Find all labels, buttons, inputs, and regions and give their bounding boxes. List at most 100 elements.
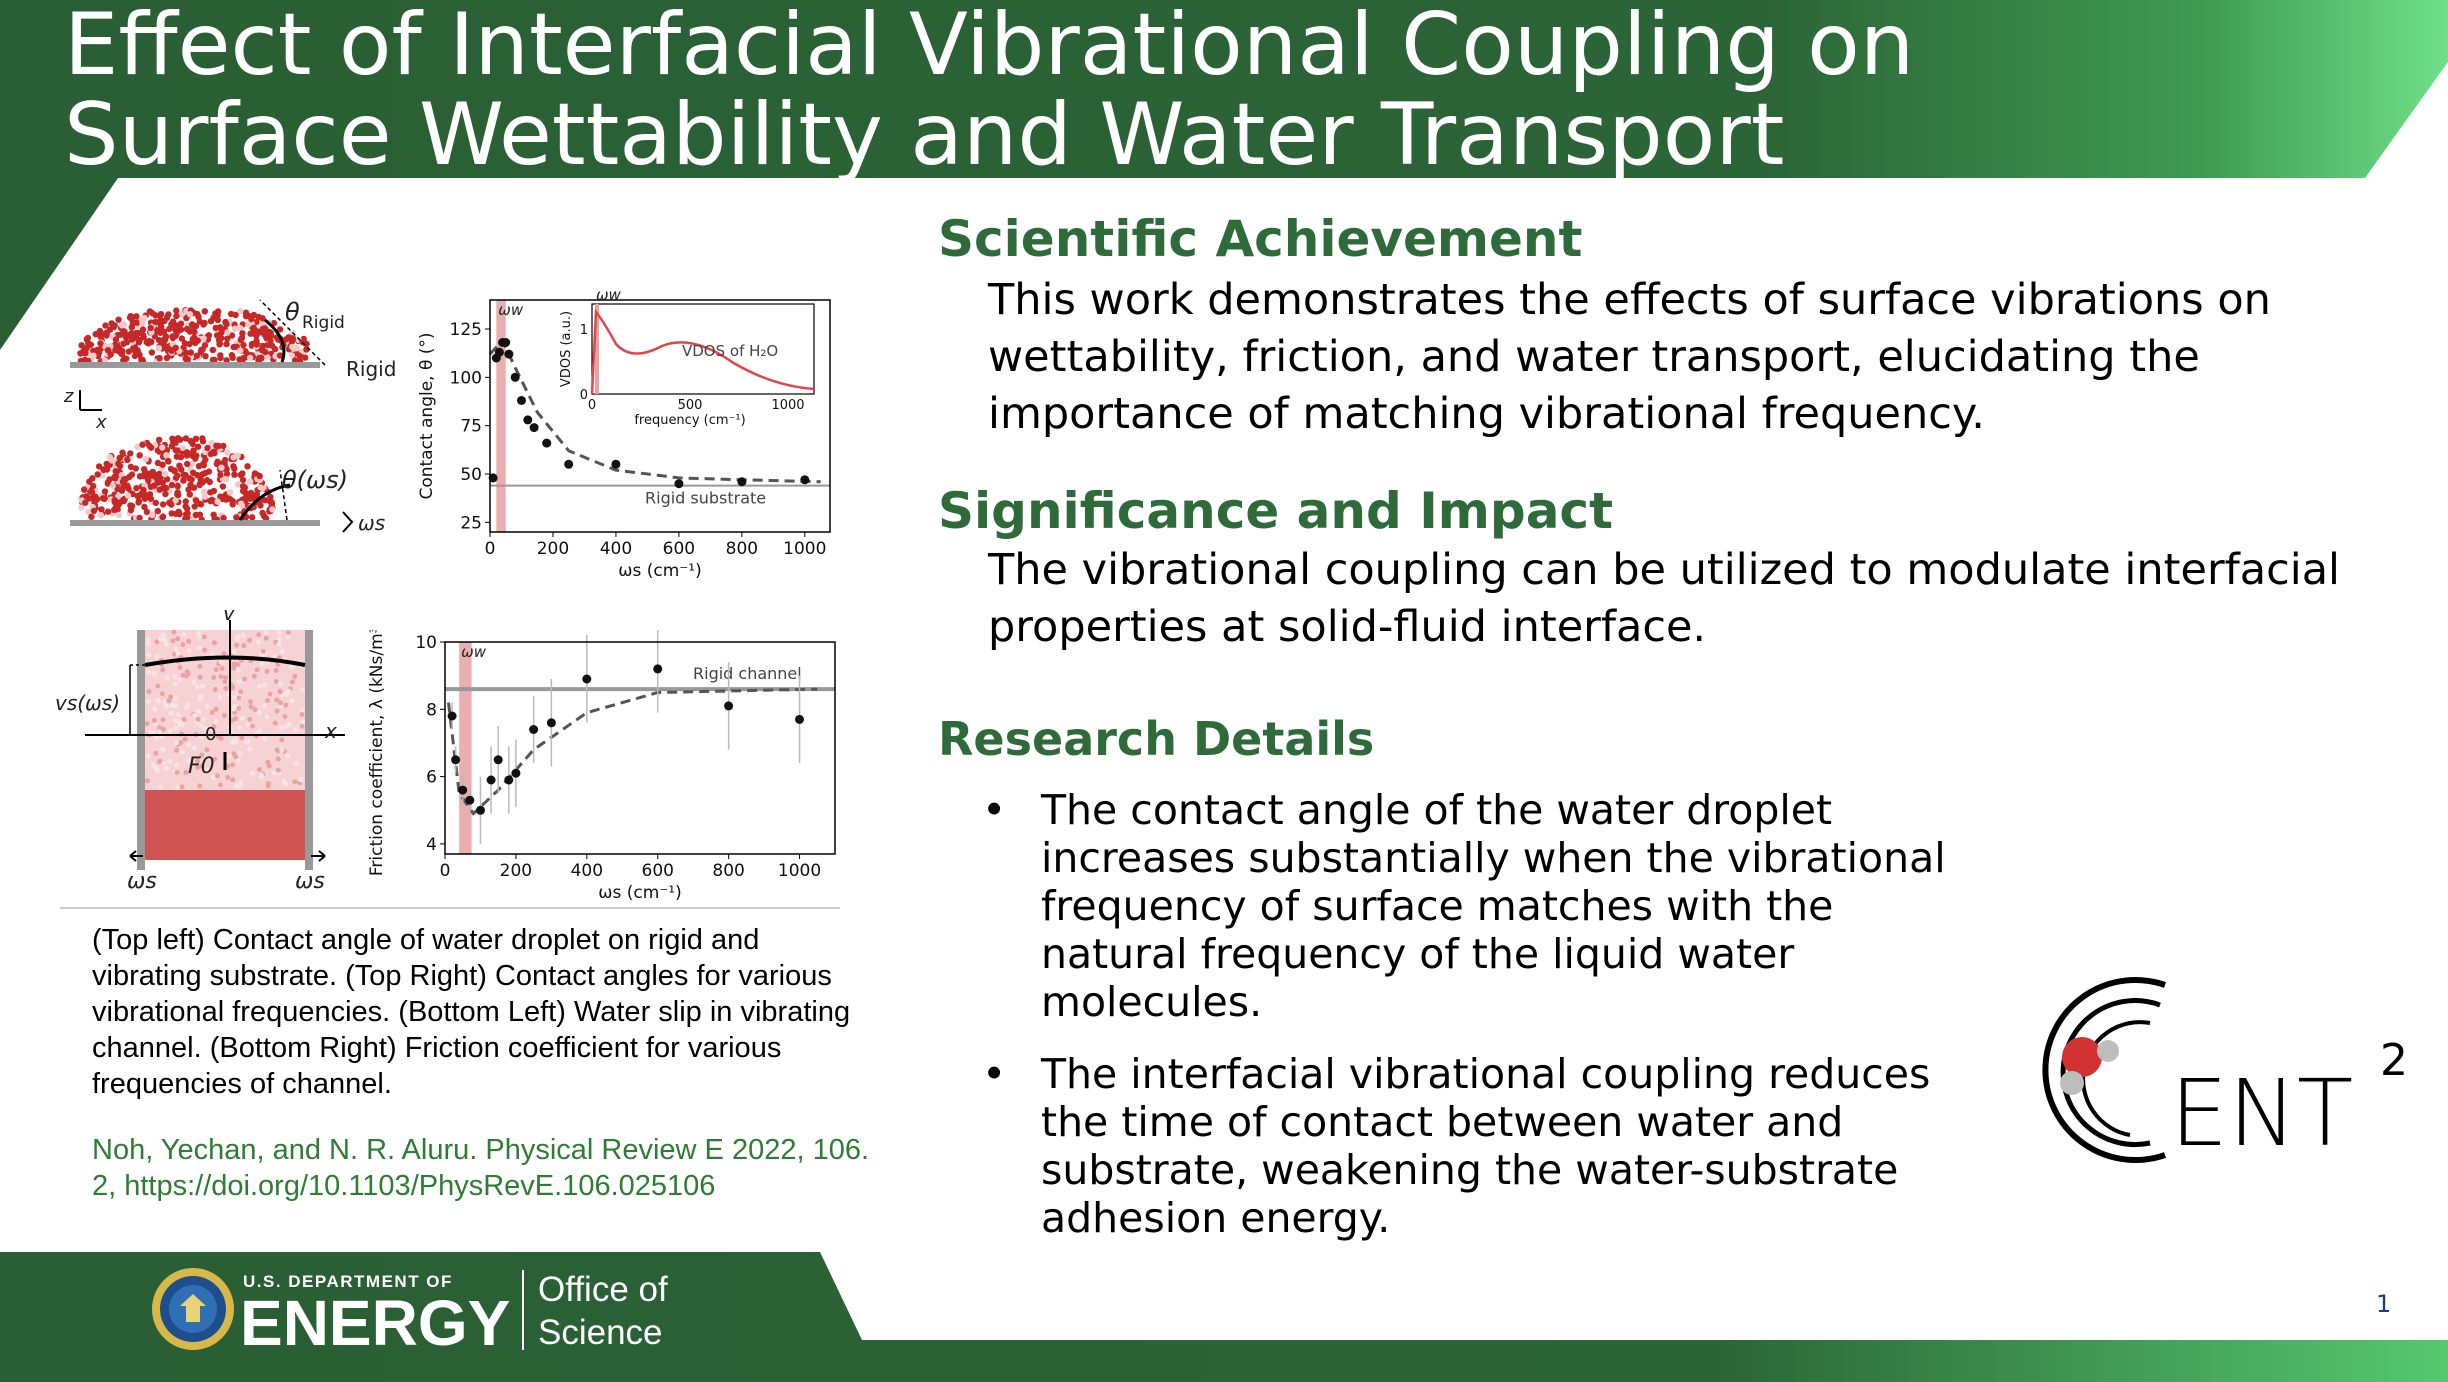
x-axis-label: x bbox=[95, 412, 107, 433]
data-point bbox=[611, 459, 621, 469]
band-label: ωw bbox=[498, 301, 524, 319]
rigid-label: Rigid bbox=[346, 357, 396, 381]
theta-rigid-label: θ bbox=[285, 298, 300, 326]
omega-s-left: ωs bbox=[127, 869, 157, 894]
doe-energy-text: ENERGY bbox=[240, 1287, 511, 1359]
x-tick-label: 400 bbox=[600, 539, 632, 559]
data-point bbox=[582, 674, 592, 684]
inset-vdos-curve bbox=[590, 308, 815, 395]
y-tick-label: 125 bbox=[450, 320, 482, 340]
channel-water bbox=[144, 629, 306, 790]
data-point bbox=[493, 755, 503, 765]
vs-label: vs(ωs) bbox=[55, 691, 120, 715]
x-tick-label: 1000 bbox=[778, 861, 821, 881]
data-point bbox=[529, 725, 539, 734]
friction-chart: Rigid channel ωw 0 200 400 600 800 1000 4 6 8 10 ωs … bbox=[367, 630, 836, 903]
fit-curve bbox=[488, 337, 821, 484]
page-title: Effect of Interfacial Vibrational Coupli… bbox=[64, 0, 1915, 185]
inset-x-tick-label: 1000 bbox=[771, 398, 804, 413]
x-tick-label: 600 bbox=[663, 539, 695, 559]
data-point bbox=[511, 768, 521, 778]
office-of-science-text: Office of Science bbox=[538, 1270, 668, 1352]
details-bullet: • The interfacial vibrational coupling re… bbox=[982, 1050, 1931, 1242]
f0-label: F0 bbox=[188, 754, 215, 779]
y-tick-label: 25 bbox=[460, 513, 482, 533]
figure-caption: (Top left) Contact angle of water drople… bbox=[92, 924, 851, 1100]
omega-w-band bbox=[459, 642, 472, 854]
data-point bbox=[494, 347, 504, 357]
achievement-body: This work demonstrates the effects of su… bbox=[988, 275, 2271, 439]
doe-dept-text: U.S. DEPARTMENT OF bbox=[243, 1272, 453, 1291]
cent2-wordmark: ENT bbox=[2170, 1060, 2353, 1167]
inset-frame bbox=[591, 303, 815, 395]
inset-x-label: frequency (cm⁻¹) bbox=[634, 413, 745, 428]
inset-y-label: VDOS (a.u.) bbox=[559, 311, 574, 387]
channel-wall-right bbox=[305, 630, 313, 870]
channel-wall-left bbox=[137, 630, 145, 870]
doe-seal bbox=[152, 1268, 234, 1350]
x-tick-label: 800 bbox=[726, 539, 758, 559]
x-tick-label: 1000 bbox=[783, 539, 826, 559]
data-point bbox=[504, 349, 514, 359]
details-list: • The contact angle of the water droplet … bbox=[976, 786, 1966, 1266]
inset-y-tick-label: 0 bbox=[580, 388, 588, 403]
data-point bbox=[542, 438, 552, 448]
fit-curve bbox=[447, 687, 818, 816]
x-tick-label: 600 bbox=[642, 861, 674, 881]
zero-label: 0 bbox=[205, 724, 216, 745]
x-tick-label: 400 bbox=[571, 861, 603, 881]
plot-frame bbox=[444, 641, 836, 855]
v-axis-label: v bbox=[223, 610, 236, 625]
reference-label: Rigid substrate bbox=[645, 489, 766, 508]
citation: Noh, Yechan, and N. R. Aluru. Physical R… bbox=[92, 1132, 882, 1204]
theta-rigid-sub: Rigid bbox=[302, 313, 345, 333]
reference-label: Rigid channel bbox=[693, 664, 802, 683]
impact-body: The vibrational coupling can be utilized… bbox=[988, 545, 2341, 652]
data-point bbox=[795, 714, 804, 724]
y-axis-label: Friction coefficient, λ (kNs/m³) bbox=[367, 630, 387, 876]
data-point bbox=[653, 664, 663, 674]
data-point bbox=[504, 775, 514, 785]
cent2-logo: ENT 2 bbox=[2042, 977, 2408, 1167]
x-axis-label: ωs (cm⁻¹) bbox=[598, 883, 681, 903]
details-bullet: • The contact angle of the water droplet … bbox=[982, 786, 1946, 1026]
data-point bbox=[476, 805, 485, 815]
data-point bbox=[510, 372, 520, 382]
inset-series-label: VDOS of H₂O bbox=[682, 342, 778, 360]
footer-banner bbox=[0, 1252, 2448, 1382]
omega-w-band bbox=[496, 300, 506, 532]
data-point bbox=[447, 711, 457, 721]
data-point bbox=[800, 475, 810, 485]
data-point bbox=[737, 477, 747, 487]
inset-band-label: ωw bbox=[596, 288, 622, 304]
y-axis-label: Contact angle, θ (°) bbox=[417, 332, 437, 499]
omega-s-label: ωs bbox=[358, 511, 385, 535]
page-number: 1 bbox=[2376, 1290, 2392, 1318]
channel-x-label: x bbox=[324, 719, 337, 743]
z-axis-label: z bbox=[63, 386, 74, 407]
plot-frame bbox=[489, 299, 831, 533]
channel-figure: v x vs(ωs) 0 F0 ωs ωs bbox=[55, 610, 345, 894]
inset-band bbox=[595, 304, 599, 394]
data-point bbox=[451, 755, 461, 765]
inset-y-tick-label: 1 bbox=[580, 323, 588, 338]
y-tick-label: 10 bbox=[415, 633, 437, 653]
x-tick-label: 0 bbox=[440, 861, 451, 881]
data-point bbox=[465, 795, 475, 805]
droplet-rigid bbox=[77, 307, 310, 365]
data-point bbox=[517, 396, 526, 405]
x-tick-label: 800 bbox=[712, 861, 744, 881]
inset-x-tick-label: 500 bbox=[678, 398, 703, 413]
data-point bbox=[724, 701, 734, 711]
data-point bbox=[523, 415, 533, 425]
omega-s-right: ωs bbox=[295, 869, 325, 894]
data-point bbox=[529, 423, 539, 433]
data-point bbox=[674, 479, 684, 489]
data-point bbox=[546, 718, 556, 728]
impact-heading: Significance and Impact bbox=[938, 482, 1613, 540]
x-axis-label: ωs (cm⁻¹) bbox=[618, 561, 701, 580]
vibrating-substrate bbox=[70, 520, 320, 526]
y-tick-label: 100 bbox=[450, 368, 482, 388]
